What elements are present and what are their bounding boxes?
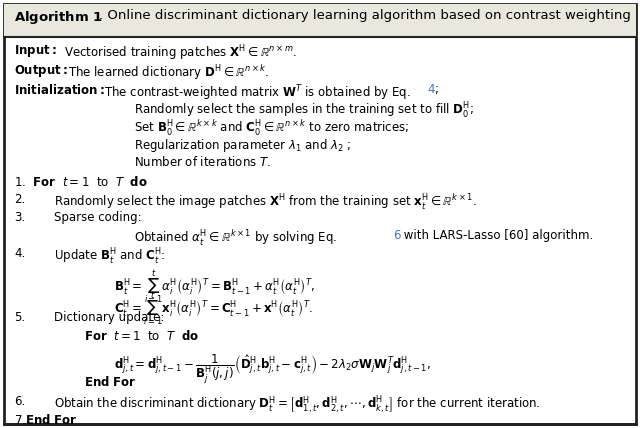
Text: The learned dictionary $\mathbf{D}^\mathrm{H} \in \mathbb{R}^{n \times k}$.: The learned dictionary $\mathbf{D}^\math… [68, 63, 269, 82]
Text: $\mathbf{Output:}$: $\mathbf{Output:}$ [14, 63, 68, 79]
Text: $\mathbf{Input:}$: $\mathbf{Input:}$ [14, 43, 57, 59]
Text: 2.: 2. [14, 193, 25, 206]
Text: $\mathbf{For}$  $t = 1$  to  $T$  $\mathbf{do}$: $\mathbf{For}$ $t = 1$ to $T$ $\mathbf{d… [84, 329, 199, 343]
Text: Randomly select the image patches $\mathbf{X}^\mathrm{H}$ from the training set : Randomly select the image patches $\math… [54, 193, 477, 212]
Text: Obtain the discriminant dictionary $\mathbf{D}_t^\mathrm{H} = \left[\mathbf{d}_{: Obtain the discriminant dictionary $\mat… [54, 395, 540, 416]
Text: Update $\mathbf{B}_t^\mathrm{H}$ and $\mathbf{C}_t^\mathrm{H}$:: Update $\mathbf{B}_t^\mathrm{H}$ and $\m… [54, 247, 165, 267]
Text: Sparse coding:: Sparse coding: [54, 211, 141, 224]
Text: Obtained $\alpha_t^\mathrm{H} \in \mathbb{R}^{k \times 1}$ by solving Eq.: Obtained $\alpha_t^\mathrm{H} \in \mathb… [134, 229, 339, 248]
Text: with LARS-Lasso [60] algorithm.: with LARS-Lasso [60] algorithm. [400, 229, 593, 242]
Text: . Online discriminant dictionary learning algorithm based on contrast weighting: . Online discriminant dictionary learnin… [99, 9, 631, 22]
Text: Dictionary update:: Dictionary update: [54, 311, 164, 324]
Text: Number of iterations $T$.: Number of iterations $T$. [134, 155, 271, 169]
Text: 3.: 3. [14, 211, 25, 224]
Text: Randomly select the samples in the training set to fill $\mathbf{D}_0^\mathrm{H}: Randomly select the samples in the train… [134, 101, 474, 121]
Text: Regularization parameter $\lambda_1$ and $\lambda_2$ ;: Regularization parameter $\lambda_1$ and… [134, 137, 351, 154]
Text: $\mathbf{End\ For}$: $\mathbf{End\ For}$ [84, 375, 136, 389]
Text: 5.: 5. [14, 311, 25, 324]
Text: 7.$\mathbf{End\ For}$: 7.$\mathbf{End\ For}$ [14, 413, 77, 427]
Text: $6$: $6$ [393, 229, 402, 242]
Text: $\mathbf{d}_{j,t}^\mathrm{H} = \mathbf{d}_{j,t-1}^\mathrm{H} - \dfrac{1}{\mathbf: $\mathbf{d}_{j,t}^\mathrm{H} = \mathbf{d… [114, 353, 431, 386]
Text: Set $\mathbf{B}_0^\mathrm{H} \in \mathbb{R}^{k \times k}$ and $\mathbf{C}_0^\mat: Set $\mathbf{B}_0^\mathrm{H} \in \mathbb… [134, 119, 410, 138]
Text: The contrast-weighted matrix $\mathbf{W}^T$ is obtained by Eq.: The contrast-weighted matrix $\mathbf{W}… [104, 83, 412, 103]
Text: $\mathbf{Initialization:}$: $\mathbf{Initialization:}$ [14, 83, 105, 97]
Text: $\mathbf{C}_t^\mathrm{H} = \sum_{i=1}^{t} \mathbf{x}_i^\mathrm{H} \left(\alpha_i: $\mathbf{C}_t^\mathrm{H} = \sum_{i=1}^{t… [114, 291, 313, 328]
Text: $\mathbf{B}_t^\mathrm{H} = \sum_{i=1}^{t} \alpha_i^\mathrm{H} \left(\alpha_i^\ma: $\mathbf{B}_t^\mathrm{H} = \sum_{i=1}^{t… [114, 269, 316, 306]
Text: 6.: 6. [14, 395, 25, 408]
Text: $\mathbf{Algorithm\ 1}$: $\mathbf{Algorithm\ 1}$ [14, 9, 102, 26]
Text: 4.: 4. [14, 247, 25, 260]
Text: Vectorised training patches $\mathbf{X}^\mathrm{H} \in \mathbb{R}^{n \times m}$.: Vectorised training patches $\mathbf{X}^… [64, 43, 297, 62]
Text: ;: ; [434, 83, 438, 96]
Bar [4, 4, 636, 37]
Text: $4$: $4$ [427, 83, 436, 96]
Text: 1.  $\mathbf{For}$  $t = 1$  to  $T$  $\mathbf{do}$: 1. $\mathbf{For}$ $t = 1$ to $T$ $\mathb… [14, 175, 148, 189]
